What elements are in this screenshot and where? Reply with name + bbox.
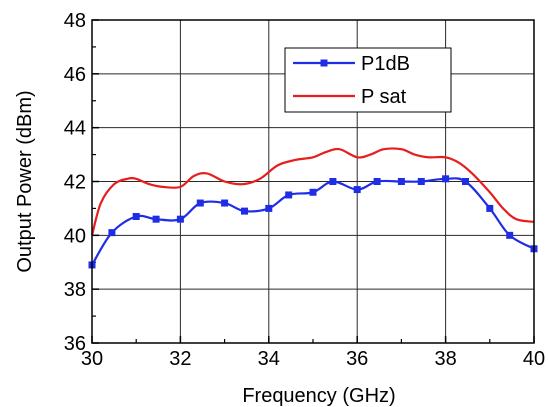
data-point-p1db <box>329 178 337 185</box>
axis-ticks <box>91 19 535 344</box>
x-tick-label: 30 <box>81 348 103 370</box>
data-point-p1db <box>152 215 160 223</box>
legend-label-psat: P sat <box>361 86 407 108</box>
y-tick-label: 42 <box>64 172 86 194</box>
x-tick-label: 34 <box>258 348 280 370</box>
x-axis-title: Frequency (GHz) <box>242 385 395 407</box>
x-tick-label: 38 <box>434 348 456 370</box>
data-point-p1db <box>506 231 514 239</box>
y-axis-title: Output Power (dBm) <box>14 90 36 272</box>
y-tick-label: 46 <box>64 64 86 86</box>
y-tick-label: 40 <box>64 225 86 247</box>
data-point-p1db <box>108 229 116 237</box>
data-point-p1db <box>486 204 494 212</box>
data-point-p1db <box>132 212 140 220</box>
series-line-psat <box>90 147 535 236</box>
tick-labels: 30 32 34 36 38 40 36 38 40 42 44 46 48 <box>64 10 545 370</box>
data-point-p1db <box>176 215 184 223</box>
plot-frame <box>91 19 535 344</box>
data-point-p1db <box>417 178 425 185</box>
x-tick-label: 40 <box>523 348 545 370</box>
data-point-p1db <box>285 191 293 199</box>
y-tick-label: 44 <box>64 118 86 140</box>
legend-box <box>284 47 452 113</box>
legend-marker-p1db <box>320 59 328 67</box>
series-layer <box>88 147 538 269</box>
legend-label-p1db: P1dB <box>361 53 410 75</box>
data-point-p1db <box>309 188 317 196</box>
data-point-p1db <box>373 178 381 185</box>
data-point-p1db <box>442 175 450 183</box>
data-point-p1db <box>221 199 229 207</box>
data-point-p1db <box>240 207 248 215</box>
x-tick-label: 32 <box>169 348 191 370</box>
data-point-p1db <box>397 178 405 185</box>
y-tick-label: 36 <box>64 333 86 355</box>
x-tick-label: 36 <box>346 348 368 370</box>
data-point-p1db <box>265 204 273 212</box>
data-point-p1db <box>461 178 469 185</box>
data-point-p1db <box>353 186 361 194</box>
y-tick-label: 48 <box>64 10 86 32</box>
data-point-p1db <box>196 199 204 207</box>
y-tick-label: 38 <box>64 279 86 301</box>
legend: P1dB P sat <box>284 47 452 113</box>
